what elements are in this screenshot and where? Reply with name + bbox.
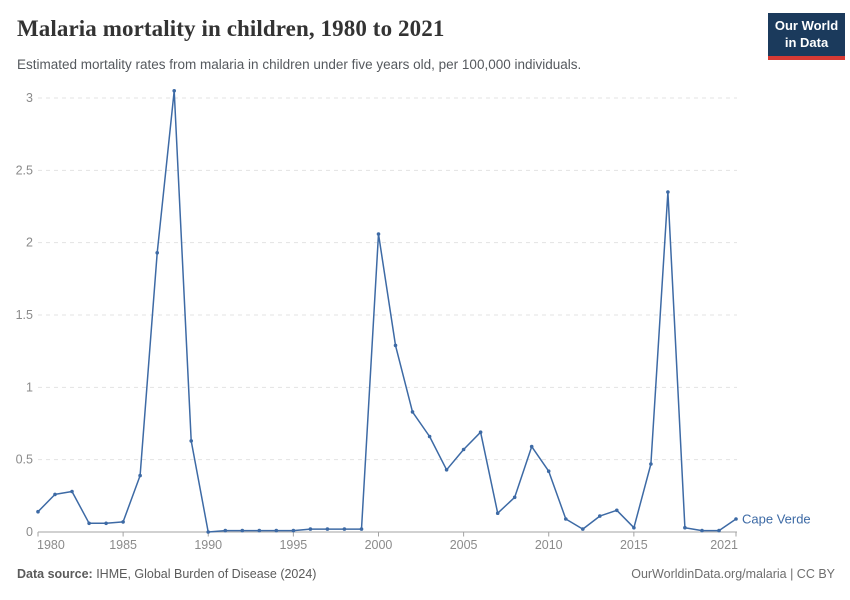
credit-link[interactable]: OurWorldinData.org/malaria | CC BY (631, 567, 835, 581)
data-point[interactable] (325, 527, 330, 531)
data-point[interactable] (410, 410, 415, 414)
data-point[interactable] (598, 514, 602, 518)
x-tick-label: 2000 (365, 538, 393, 552)
data-point[interactable] (564, 517, 568, 521)
y-tick-label: 3 (26, 91, 33, 105)
x-tick-label: 2021 (710, 538, 738, 552)
data-point[interactable] (376, 232, 381, 236)
data-point[interactable] (342, 527, 347, 531)
data-point[interactable] (223, 528, 228, 533)
data-source-text: IHME, Global Burden of Disease (2024) (92, 567, 317, 581)
data-point[interactable] (206, 530, 210, 534)
data-point[interactable] (308, 527, 313, 531)
data-point[interactable] (87, 521, 91, 526)
data-point[interactable] (70, 489, 74, 494)
data-point[interactable] (427, 434, 432, 439)
data-point[interactable] (274, 528, 279, 533)
y-tick-label: 2 (26, 236, 33, 250)
data-point[interactable] (257, 528, 262, 533)
data-point[interactable] (393, 343, 398, 348)
y-tick-label: 0 (26, 525, 33, 539)
data-point[interactable] (53, 492, 57, 497)
x-tick-label: 1980 (37, 538, 65, 552)
data-point[interactable] (495, 511, 500, 515)
data-source-label: Data source: (17, 567, 93, 581)
data-point[interactable] (734, 517, 738, 521)
data-point[interactable] (632, 525, 636, 530)
owid-logo[interactable]: Our World in Data (768, 13, 845, 60)
data-point[interactable] (615, 508, 619, 513)
trend-line[interactable] (37, 90, 737, 533)
page-title: Malaria mortality in children, 1980 to 2… (17, 16, 445, 41)
data-point[interactable] (666, 190, 670, 194)
data-point[interactable] (581, 527, 585, 531)
data-point[interactable] (291, 528, 296, 533)
x-tick-label: 2010 (535, 538, 563, 552)
x-tick-label: 2015 (620, 538, 648, 552)
data-point[interactable] (529, 444, 534, 449)
data-point[interactable] (104, 521, 108, 526)
y-tick-label: 1 (26, 380, 33, 394)
y-tick-label: 2.5 (16, 163, 33, 177)
data-point[interactable] (700, 528, 704, 533)
data-point[interactable] (444, 468, 449, 472)
data-point[interactable] (478, 430, 483, 435)
data-point[interactable] (121, 520, 125, 524)
data-point[interactable] (512, 495, 517, 500)
data-point[interactable] (189, 439, 193, 443)
data-point[interactable] (683, 525, 687, 530)
data-source: Data source: IHME, Global Burden of Dise… (17, 567, 316, 581)
y-tick-label: 1.5 (16, 308, 33, 322)
series-end-label[interactable]: Cape Verde (742, 511, 811, 526)
data-point[interactable] (36, 509, 40, 514)
data-point[interactable] (240, 528, 245, 533)
x-tick-label: 1990 (194, 538, 222, 552)
data-point[interactable] (138, 473, 142, 478)
owid-logo-line2: in Data (784, 34, 829, 50)
data-point[interactable] (461, 447, 466, 452)
chart-footer: Data source: IHME, Global Burden of Dise… (17, 567, 835, 581)
x-tick-label: 1995 (279, 538, 307, 552)
owid-logo-line1: Our World (774, 18, 839, 33)
x-tick-label: 1985 (109, 538, 137, 552)
chart-subtitle: Estimated mortality rates from malaria i… (17, 57, 582, 72)
data-point[interactable] (359, 527, 364, 531)
data-point[interactable] (649, 462, 653, 466)
data-point[interactable] (546, 469, 551, 474)
x-tick-label: 2005 (450, 538, 478, 552)
y-tick-label: 0.5 (16, 453, 33, 467)
data-point[interactable] (717, 528, 721, 533)
data-point[interactable] (155, 251, 159, 255)
data-point[interactable] (172, 89, 176, 93)
